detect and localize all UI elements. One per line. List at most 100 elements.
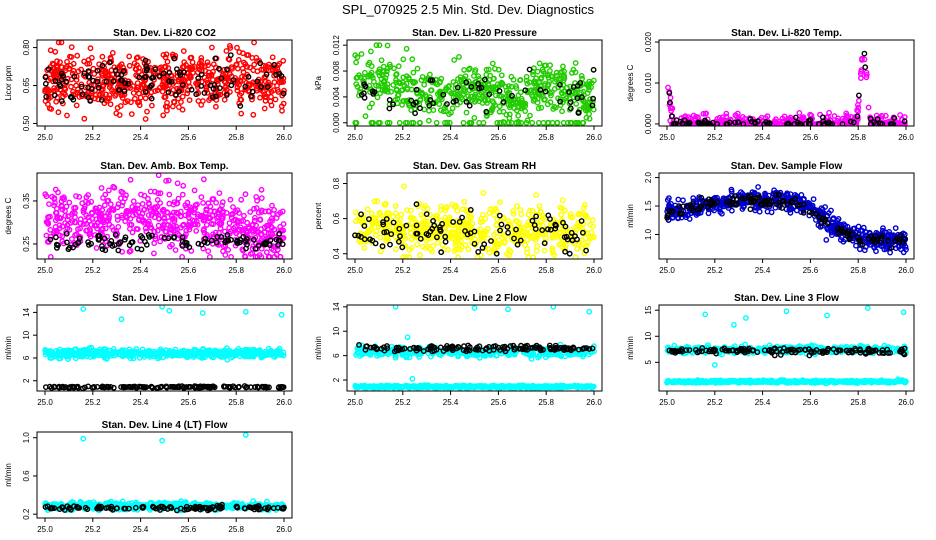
data-point [224, 231, 231, 238]
data-point [68, 76, 75, 83]
data-point [261, 229, 268, 236]
data-point [368, 63, 375, 70]
data-point [237, 103, 244, 109]
data-point [816, 214, 823, 221]
data-point [528, 234, 534, 241]
data-point [459, 232, 466, 239]
series-main [42, 344, 287, 363]
data-point [441, 119, 448, 126]
data-point [450, 79, 457, 85]
plot-frame [346, 39, 603, 127]
data-point [160, 112, 167, 119]
data-point [177, 213, 184, 220]
data-point [530, 71, 536, 78]
data-point [844, 228, 851, 235]
data-points [352, 42, 597, 126]
data-point [202, 209, 209, 216]
data-point [273, 348, 280, 354]
data-point [583, 242, 590, 249]
data-point [154, 227, 161, 234]
data-point [390, 219, 397, 226]
data-point [216, 65, 222, 72]
data-point [534, 234, 540, 241]
data-point [892, 225, 899, 232]
data-point [123, 384, 130, 390]
data-point [100, 82, 107, 89]
data-point [437, 206, 444, 213]
data-point [120, 383, 127, 390]
y-tick-label: 0.008 [332, 60, 341, 81]
data-point [438, 249, 445, 256]
data-point [280, 90, 287, 97]
data-point [523, 222, 530, 229]
data-point [258, 83, 264, 90]
data-point [376, 209, 383, 216]
data-point [263, 94, 269, 101]
data-point [397, 233, 403, 240]
data-point [454, 207, 461, 214]
x-tick-label: 26.0 [898, 133, 914, 142]
data-point [427, 87, 434, 94]
panel-title: Stan. Dev. Line 1 Flow [112, 293, 217, 304]
data-point [123, 192, 129, 199]
data-point [461, 88, 468, 95]
data-point [863, 69, 870, 76]
data-point [442, 225, 448, 232]
data-point [201, 90, 208, 96]
data-point [516, 219, 522, 226]
data-point [372, 240, 379, 247]
data-point [567, 105, 574, 112]
data-point [59, 203, 65, 210]
data-point [676, 203, 682, 210]
data-point [739, 195, 745, 202]
x-tick-label: 25.6 [491, 266, 507, 275]
data-point [491, 231, 497, 238]
data-point [493, 250, 500, 257]
data-point [352, 232, 358, 239]
data-point [384, 65, 391, 72]
x-tick-label: 26.0 [276, 133, 292, 142]
data-point [377, 80, 384, 87]
data-point [267, 349, 274, 356]
data-point [380, 219, 386, 226]
data-point [247, 64, 254, 71]
data-point [228, 350, 235, 357]
data-point [170, 222, 177, 229]
data-point [47, 236, 54, 243]
data-point [73, 231, 80, 238]
data-point [87, 45, 94, 52]
data-point [142, 95, 149, 102]
data-point [276, 71, 283, 77]
data-point [240, 352, 247, 359]
data-point [151, 214, 158, 221]
data-point [86, 60, 93, 67]
data-point [510, 210, 517, 217]
x-tick-label: 25.4 [443, 133, 459, 142]
x-tick-label: 25.0 [659, 133, 675, 142]
data-point [572, 254, 579, 259]
data-point [225, 383, 232, 390]
data-point [585, 99, 592, 106]
data-point [264, 384, 270, 391]
data-point [812, 211, 819, 217]
x-axis: 25.0 25.2 25.4 25.6 25.8 26.0 [659, 126, 914, 142]
figure-title: SPL_070925 2.5 Min. Std. Dev. Diagnostic… [342, 2, 594, 17]
data-point [134, 54, 141, 61]
data-point [45, 66, 52, 73]
data-point [203, 85, 210, 92]
data-point [183, 239, 190, 246]
data-point [114, 71, 121, 78]
data-point [124, 98, 131, 104]
data-point [264, 84, 271, 90]
data-point [274, 246, 281, 253]
data-point [549, 245, 556, 252]
data-point [164, 209, 171, 216]
data-point [52, 186, 59, 193]
data-point [475, 80, 481, 87]
data-point [500, 108, 507, 115]
data-point [95, 76, 101, 83]
data-point [586, 111, 592, 117]
data-point [252, 245, 259, 252]
